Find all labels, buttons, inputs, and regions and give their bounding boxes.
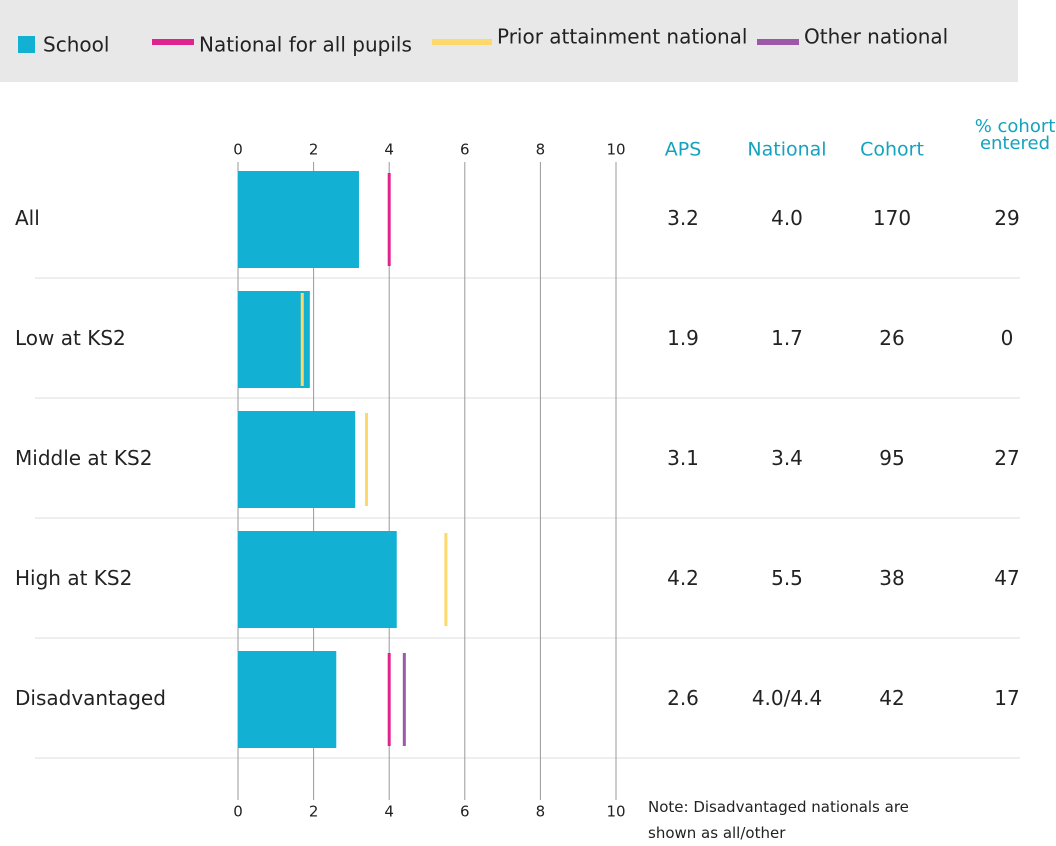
legend-swatch [18, 36, 35, 53]
x-tick-label: 2 [309, 141, 319, 159]
bar [238, 411, 356, 508]
x-tick-label: 4 [384, 141, 394, 159]
table-cell: 38 [879, 566, 904, 590]
column-header: APS [665, 139, 702, 161]
table-cell: 26 [879, 326, 904, 350]
legend-swatch [757, 39, 799, 45]
table-cell: 3.1 [667, 446, 699, 470]
legend-label: Prior attainment national [497, 25, 747, 49]
table-cell: 1.9 [667, 326, 699, 350]
table-cell: 2.6 [667, 686, 699, 710]
bar [238, 651, 337, 748]
table-cell: 4.0/4.4 [752, 686, 822, 710]
legend-label: National for all pupils [199, 33, 412, 57]
table-cell: 95 [879, 446, 904, 470]
x-tick-label: 10 [606, 141, 625, 159]
table-cell: 1.7 [771, 326, 803, 350]
x-tick-label: 6 [460, 141, 470, 159]
category-label: Low at KS2 [15, 326, 126, 350]
x-tick-label: 0 [233, 141, 243, 159]
national-marker [387, 653, 391, 746]
x-tick-label: 8 [536, 803, 546, 821]
category-label: All [15, 206, 40, 230]
table-cell: 4.2 [667, 566, 699, 590]
x-tick-label: 4 [384, 803, 394, 821]
national-marker [387, 173, 391, 266]
x-tick-label: 0 [233, 803, 243, 821]
x-tick-label: 6 [460, 803, 470, 821]
table-cell: 5.5 [771, 566, 803, 590]
table-cell: 27 [994, 446, 1019, 470]
legend-label: Other national [804, 25, 948, 49]
table-cell: 29 [994, 206, 1019, 230]
table-cell: 4.0 [771, 206, 803, 230]
legend-label: School [43, 33, 109, 57]
table-cell: 42 [879, 686, 904, 710]
table-cell: 47 [994, 566, 1019, 590]
table-cell: 3.2 [667, 206, 699, 230]
x-tick-label: 10 [606, 803, 625, 821]
category-label: High at KS2 [15, 566, 132, 590]
table-cell: 3.4 [771, 446, 803, 470]
national-marker [402, 653, 406, 746]
bar [238, 171, 359, 268]
column-header: Cohort [860, 139, 924, 161]
bar [238, 531, 397, 628]
column-header: % cohort entered [974, 116, 1056, 154]
table-cell: 17 [994, 686, 1019, 710]
table-cell: 170 [873, 206, 911, 230]
x-tick-label: 8 [536, 141, 546, 159]
table-cell: 0 [1001, 326, 1014, 350]
bar [238, 291, 310, 388]
legend-swatch [152, 39, 194, 45]
note: Note: Disadvantaged nationals are shown … [648, 798, 909, 842]
national-marker [444, 533, 448, 626]
national-marker [300, 293, 304, 386]
legend-swatch [432, 39, 492, 45]
category-label: Middle at KS2 [15, 446, 152, 470]
national-marker [365, 413, 369, 506]
category-label: Disadvantaged [15, 686, 166, 710]
column-header: National [747, 139, 826, 161]
x-tick-label: 2 [309, 803, 319, 821]
